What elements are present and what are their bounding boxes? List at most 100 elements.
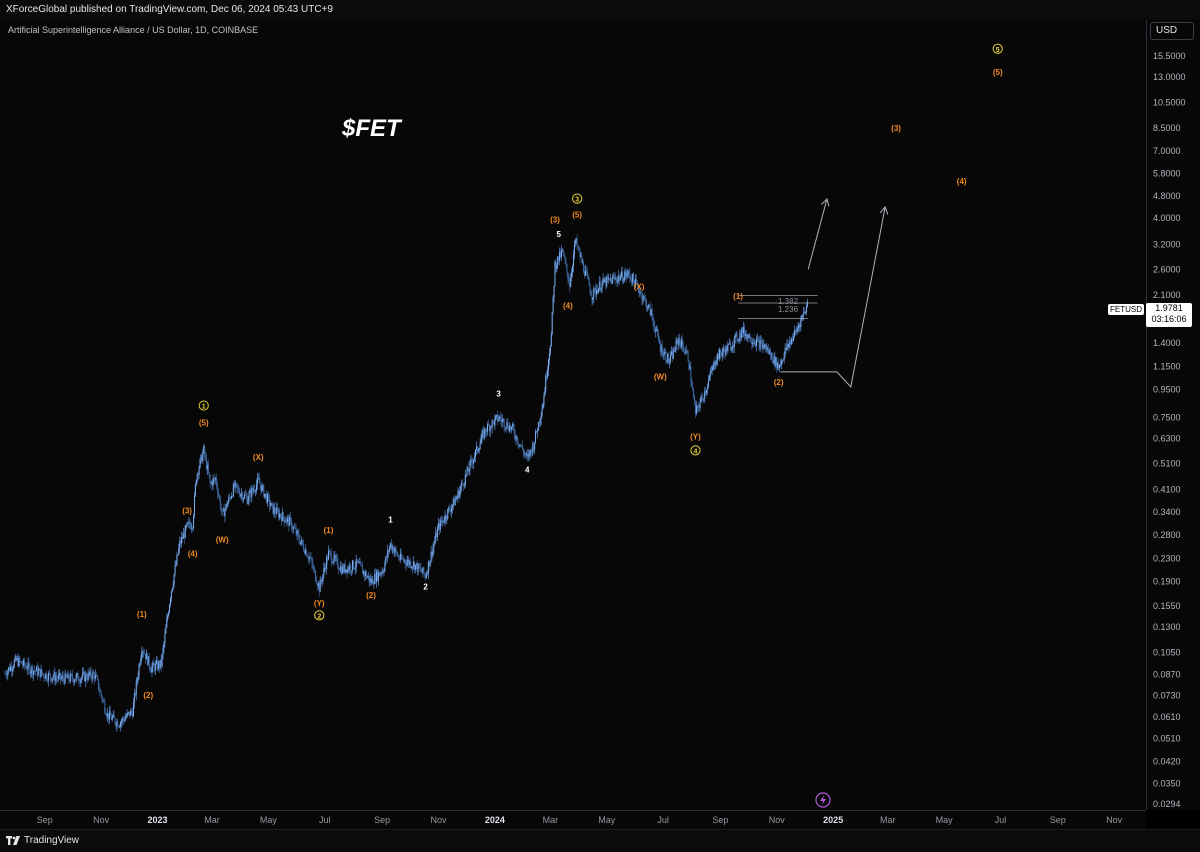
candle-body [126, 713, 128, 717]
time-tick-label: Nov [769, 815, 786, 825]
candle-body [423, 567, 425, 574]
candle-body [585, 270, 587, 272]
candle-body [690, 366, 692, 382]
candle-body [364, 572, 366, 576]
candle-body [22, 664, 24, 666]
candle-body [700, 396, 702, 403]
tradingview-brand[interactable]: TradingView [24, 835, 80, 846]
time-axis[interactable]: Sep Nov 2023 Mar May Jul Sep Nov 2024 Mar May Jul Se… [0, 810, 1146, 829]
candle-body [79, 681, 81, 683]
candle-body [103, 699, 105, 702]
price-tick-label: 0.9500 [1153, 384, 1181, 394]
candle-body [675, 340, 677, 351]
price-tick-label: 0.0294 [1153, 799, 1181, 809]
candle-body [56, 677, 58, 679]
candle-body [417, 563, 419, 572]
candle-body [486, 431, 488, 433]
candle-body [155, 663, 157, 671]
tradingview-logo-icon[interactable] [6, 835, 20, 846]
time-tick-label: May [936, 815, 954, 825]
candle-body [755, 339, 757, 347]
candle-body [456, 497, 458, 499]
candle-body [644, 296, 646, 299]
candle-body [199, 459, 201, 468]
candle-body [451, 504, 453, 508]
candle-body [76, 673, 78, 676]
candle-body [23, 659, 25, 666]
currency-button[interactable]: USD [1150, 22, 1194, 40]
price-tick-label: 4.0000 [1153, 213, 1181, 223]
candle-body [373, 583, 375, 585]
candle-body [805, 306, 807, 313]
candle-body [127, 712, 129, 714]
candle-body [108, 713, 110, 720]
candle-body [185, 526, 187, 527]
candle-body [511, 426, 513, 430]
candle-body [505, 427, 507, 429]
ticker-annotation: $FET [342, 115, 401, 142]
candle-body [525, 453, 527, 455]
candle-body [247, 499, 249, 504]
candle-body [170, 591, 172, 599]
candle-body [694, 396, 696, 403]
candle-body [413, 561, 415, 570]
candle-body [542, 405, 544, 410]
candle-body [400, 553, 402, 560]
candle-body [45, 673, 47, 679]
candle-body [471, 459, 473, 463]
candle-body [224, 509, 226, 517]
candle-body [389, 547, 391, 552]
candle-body [793, 330, 795, 337]
candle-body [97, 679, 99, 690]
candle-body [217, 486, 219, 494]
candle-body [565, 261, 567, 265]
candle-body [51, 678, 53, 681]
candle-body [678, 338, 680, 345]
candle-body [507, 422, 509, 429]
candle-body [202, 452, 204, 462]
price-tick-label: 2.1000 [1153, 290, 1181, 300]
candle-body [434, 540, 436, 545]
candle-body [788, 343, 790, 347]
candle-body [362, 566, 364, 574]
candle-body [685, 350, 687, 354]
candle-body [172, 583, 174, 589]
price-tick-label: 0.2800 [1153, 530, 1181, 540]
candle-body [758, 339, 760, 349]
lightning-icon[interactable] [815, 792, 831, 808]
candle-body [216, 477, 218, 487]
candle-body [333, 554, 335, 562]
candle-body [473, 459, 475, 464]
price-tick-label: 0.0350 [1153, 778, 1181, 788]
candle-body [613, 277, 615, 279]
candle-body [806, 301, 808, 307]
wave-circle [992, 43, 1003, 54]
candle-body [706, 389, 708, 394]
candle-body [722, 348, 724, 353]
candle-body [37, 670, 39, 676]
candle-body [35, 666, 37, 672]
candle-body [110, 716, 112, 720]
plot-area[interactable]: (1) (2) (3) (4) (5) 1 (W) (X) (Y) 2 (1) (2) 1 2 3 4 (3) 5… [0, 20, 1146, 810]
candle-body [372, 578, 374, 584]
candle-body [332, 561, 334, 563]
candle-body [647, 304, 649, 308]
candle-body [60, 678, 62, 680]
candle-body [383, 570, 385, 573]
candle-body [624, 272, 626, 276]
candle-body [91, 677, 93, 680]
candle-body [300, 541, 302, 544]
candle-body [151, 667, 153, 673]
candle-body [580, 255, 582, 257]
candle-body [105, 711, 107, 715]
wave-label: (5) [199, 419, 209, 428]
fib-ratio-label: 1.382 [778, 297, 799, 306]
candle-body [22, 659, 24, 666]
candle-body [548, 353, 550, 361]
candle-body [75, 675, 77, 680]
candle-body [786, 343, 788, 350]
candle-body [484, 428, 486, 438]
price-axis[interactable]: 15.5000 13.0000 10.5000 8.5000 7.0000 5.8000 4… [1146, 20, 1200, 810]
candle-body [279, 513, 281, 517]
candle-body [540, 415, 542, 420]
